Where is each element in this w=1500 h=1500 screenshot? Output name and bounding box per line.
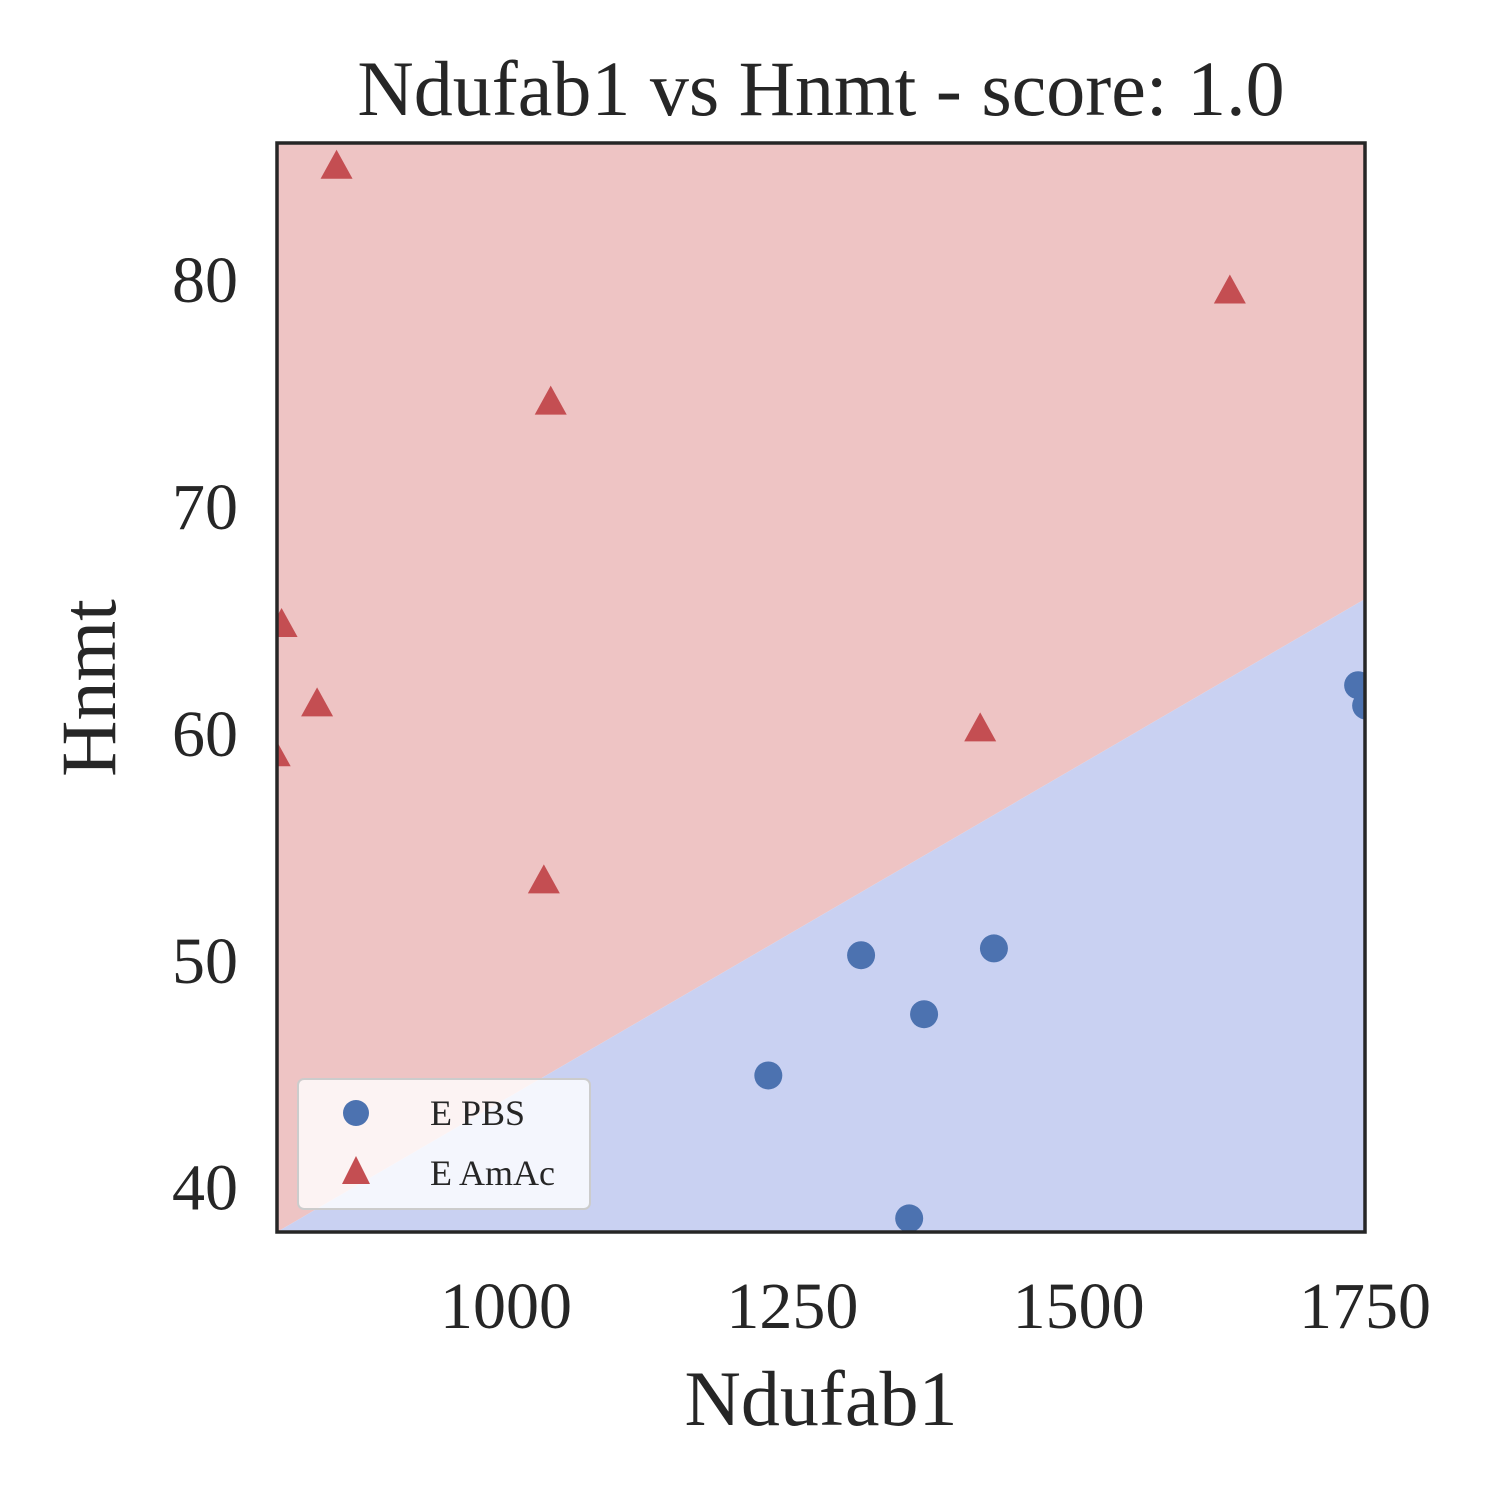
x-axis-ticks: 1000 1250 1500 1750 <box>440 1270 1431 1343</box>
point-e-amac-6 <box>277 741 291 767</box>
legend-label-e-pbs: E PBS <box>430 1093 525 1133</box>
point-e-pbs-2 <box>847 941 876 970</box>
x-axis-label: Ndufab1 <box>685 1355 958 1442</box>
point-e-amac-7 <box>964 712 997 742</box>
point-e-amac-1 <box>320 149 353 179</box>
y-axis-ticks: 40 50 60 70 80 <box>172 244 238 1225</box>
point-e-pbs-3 <box>910 1000 939 1029</box>
legend-marker-e-pbs <box>343 1100 369 1126</box>
point-e-pbs-5 <box>895 1204 924 1232</box>
y-tick-label: 40 <box>172 1152 238 1225</box>
point-e-pbs-7 <box>1352 691 1365 720</box>
point-e-amac-4 <box>277 607 298 637</box>
point-e-amac-8 <box>527 864 560 894</box>
chart-title: Ndufab1 vs Hnmt - score: 1.0 <box>357 45 1284 132</box>
point-e-pbs-1 <box>754 1061 783 1090</box>
y-tick-label: 70 <box>172 471 238 544</box>
plot-area <box>277 143 1365 1232</box>
x-tick-label: 1000 <box>440 1270 572 1343</box>
point-e-amac-3 <box>1213 274 1246 304</box>
legend-label-e-amac: E AmAc <box>430 1153 555 1193</box>
data-points <box>277 149 1365 1232</box>
legend-box <box>297 1078 591 1210</box>
x-tick-label: 1500 <box>1013 1270 1145 1343</box>
y-tick-label: 80 <box>172 244 238 317</box>
plot-frame <box>275 141 1367 1234</box>
point-e-pbs-6 <box>1344 671 1365 700</box>
y-tick-label: 50 <box>172 925 238 998</box>
legend: E PBS E AmAc <box>297 1078 591 1210</box>
point-e-amac-2 <box>534 385 567 415</box>
region-e-amac <box>277 143 1365 1232</box>
legend-marker-e-amac <box>342 1156 370 1184</box>
x-tick-label: 1250 <box>726 1270 858 1343</box>
y-axis-label: Hnmt <box>45 599 132 777</box>
point-e-amac-5 <box>301 687 334 717</box>
y-tick-label: 60 <box>172 698 238 771</box>
x-tick-label: 1750 <box>1299 1270 1431 1343</box>
point-e-pbs-4 <box>979 934 1008 963</box>
region-e-pbs <box>277 599 1365 1232</box>
